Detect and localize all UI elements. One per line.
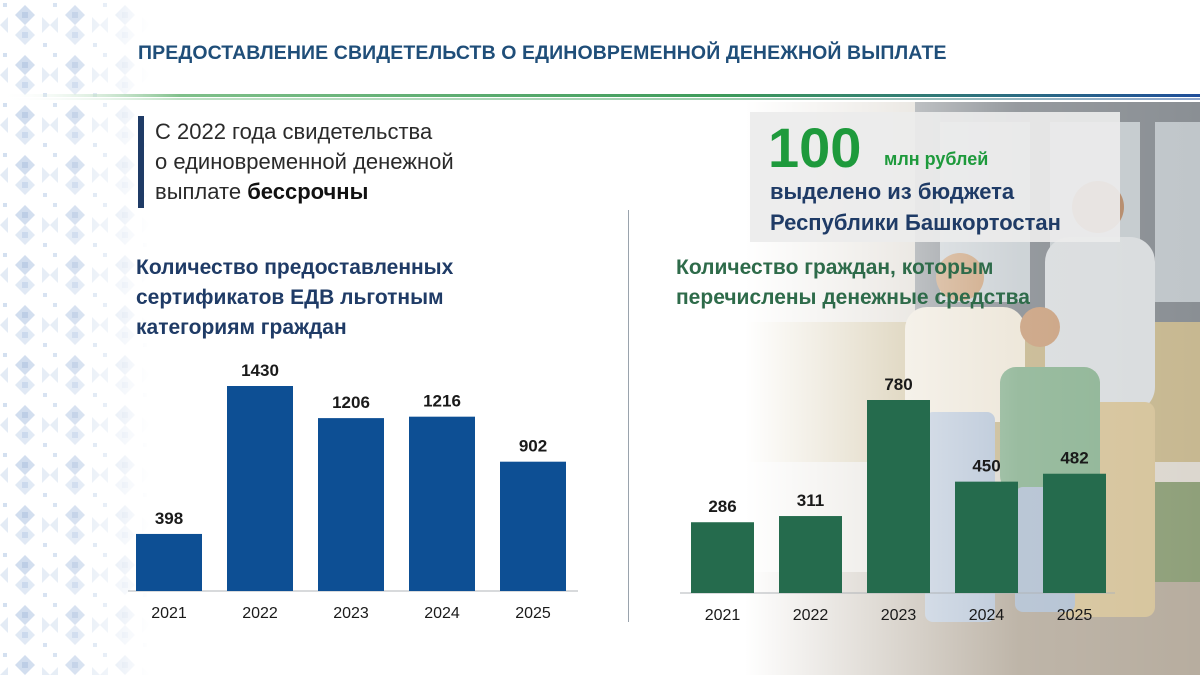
budget-description: выделено из бюджета Республики Башкортос… [770, 179, 1061, 235]
info-line-2: о единовременной денежной [155, 149, 454, 174]
info-line-3-prefix: выплате [155, 179, 248, 204]
info-accent-bar [138, 116, 144, 208]
chart2-tick-label-2024: 2024 [969, 607, 1005, 624]
chart2-tick-label-2021: 2021 [705, 607, 741, 624]
chart1-tick-label-2024: 2024 [424, 605, 460, 622]
chart2-value-label-2025: 482 [1060, 449, 1088, 468]
chart1-value-label-2025: 902 [519, 437, 547, 456]
chart2-tick-label-2022: 2022 [793, 607, 829, 624]
chart1-bar-2024 [409, 416, 475, 591]
page-title: ПРЕДОСТАВЛЕНИЕ СВИДЕТЕЛЬСТВ О ЕДИНОВРЕМЕ… [138, 42, 947, 64]
chart1-tick-label-2025: 2025 [515, 605, 551, 622]
chart2-value-label-2023: 780 [884, 375, 912, 394]
chart2-value-label-2024: 450 [972, 457, 1000, 476]
chart2-bar-2021 [691, 522, 754, 593]
budget-amount: 100 [768, 116, 862, 179]
info-line-3-bold: бессрочны [247, 179, 369, 204]
header-gradient-line [0, 94, 1200, 100]
chart2-value-label-2022: 311 [797, 491, 824, 510]
chart2-tick-label-2023: 2023 [881, 607, 917, 624]
chart1-tick-label-2023: 2023 [333, 605, 369, 622]
chart1-tick-label-2022: 2022 [242, 605, 278, 622]
chart2-value-label-2021: 286 [708, 497, 736, 516]
chart1-bar-2023 [318, 418, 384, 591]
chart2-bar-2022 [779, 516, 842, 593]
chart1-bar-2025 [500, 461, 566, 591]
chart2-title: Количество граждан, которым перечислены … [676, 256, 1030, 309]
folk-ornament-decoration [0, 0, 150, 675]
chart1-value-label-2023: 1206 [332, 393, 370, 412]
budget-highlight-box [750, 112, 1120, 242]
budget-unit: млн рублей [884, 149, 989, 169]
chart2-bar-2023 [867, 400, 930, 593]
chart2-bar-2025 [1043, 473, 1106, 593]
chart1-tick-label-2021: 2021 [151, 605, 187, 622]
chart1-value-label-2022: 1430 [241, 361, 279, 380]
chart2-bar-2024 [955, 481, 1018, 593]
chart1-bar-2021 [136, 533, 202, 591]
chart1-value-label-2021: 398 [155, 509, 183, 528]
chart1-bar-2022 [227, 386, 293, 591]
chart1-value-label-2024: 1216 [423, 392, 461, 411]
info-statement: С 2022 года свидетельства о единовременн… [155, 117, 555, 207]
info-line-1: С 2022 года свидетельства [155, 119, 433, 144]
chart1-title: Количество предоставленных сертификатов … [136, 256, 454, 339]
chart2-tick-label-2025: 2025 [1057, 607, 1093, 624]
column-divider [628, 210, 629, 622]
